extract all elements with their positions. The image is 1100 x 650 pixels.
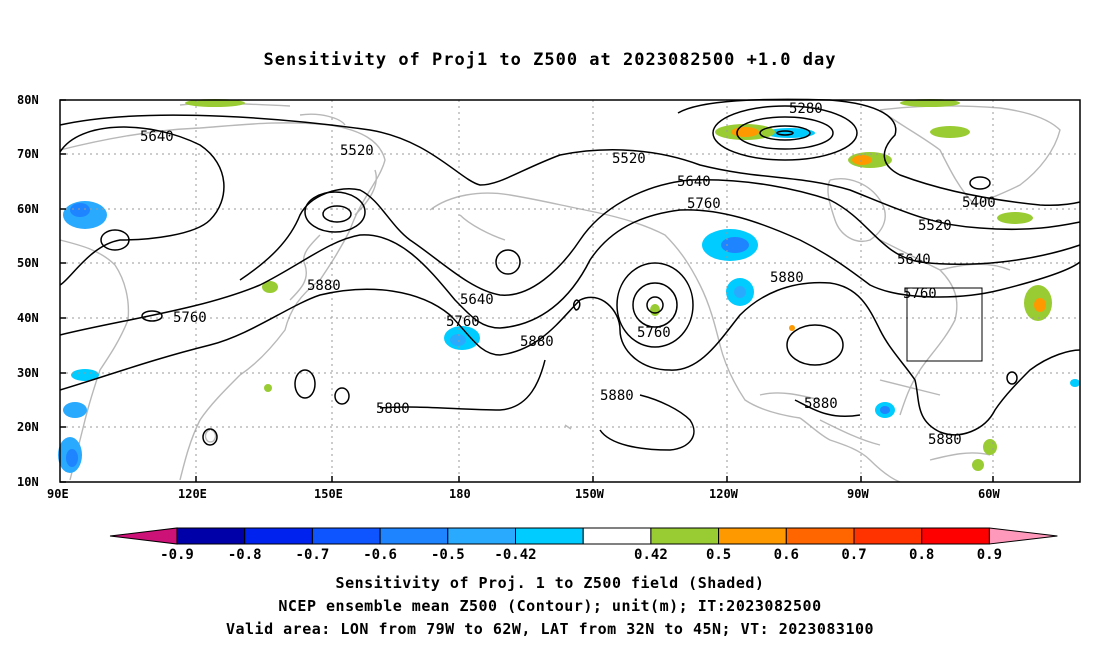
lon-tick-label: 150E	[314, 487, 343, 501]
colorbar-segment	[515, 527, 584, 545]
footer-line-valid-area: Valid area: LON from 79W to 62W, LAT fro…	[225, 620, 875, 638]
contour-label-layer: 5280 5640 5520 5520 5640 5760 5400 5520 …	[140, 101, 996, 448]
lon-tick-label: 60W	[978, 487, 1000, 501]
colorbar-segment	[447, 527, 516, 545]
footer-line-contour: NCEP ensemble mean Z500 (Contour); unit(…	[278, 597, 822, 615]
lat-tick-labels: 80N 70N 60N 50N 40N 30N 20N 10N	[17, 93, 39, 489]
lat-tick-label: 80N	[17, 93, 39, 107]
lon-tick-labels: 90E 120E 150E 180 150W 120W 90W 60W	[47, 487, 1000, 501]
contour-label: 5640	[140, 129, 174, 145]
lon-tick-label: 150W	[575, 487, 605, 501]
colorbar-low-extension	[109, 527, 178, 545]
colorbar-tick-label: -0.6	[363, 547, 397, 563]
colorbar-tick-label: 0.5	[706, 547, 731, 563]
lon-tick-label: 120W	[709, 487, 739, 501]
map-frame	[59, 99, 1081, 483]
colorbar-segment	[311, 527, 381, 545]
sensitivity-shading	[58, 99, 1080, 473]
contour-label: 5520	[612, 151, 646, 167]
colorbar-segment	[650, 527, 720, 545]
colorbar-segment	[176, 527, 246, 545]
colorbar-tick-label: 0.7	[841, 547, 866, 563]
colorbar-tick-label: -0.8	[228, 547, 262, 563]
contour-label: 5760	[687, 196, 721, 212]
lat-tick-label: 10N	[17, 475, 39, 489]
contour-label: 5640	[460, 292, 494, 308]
contour-label: 5880	[804, 396, 838, 412]
colorbar-tick-label: -0.7	[296, 547, 330, 563]
colorbar-tick-label: -0.9	[160, 547, 194, 563]
valid-area-box	[906, 287, 983, 362]
contour-label: 5880	[307, 278, 341, 294]
contour-label: 5520	[918, 218, 952, 234]
z500-contours	[59, 98, 1081, 451]
lon-axis	[195, 476, 994, 482]
colorbar-tick-label: 0.42	[634, 547, 668, 563]
colorbar-segment	[921, 527, 990, 545]
lon-tick-label: 120E	[178, 487, 207, 501]
contour-label: 5760	[637, 325, 671, 341]
contour-label: 5880	[928, 432, 962, 448]
contour-label: 5520	[340, 143, 374, 159]
lat-tick-label: 70N	[17, 147, 39, 161]
lon-tick-label: 90E	[47, 487, 69, 501]
contour-label: 5880	[770, 270, 804, 286]
lat-tick-label: 30N	[17, 366, 39, 380]
contour-label: 5760	[173, 310, 207, 326]
colorbar-tick-label: 0.8	[909, 547, 934, 563]
colorbar-segment	[718, 527, 787, 545]
colorbar-tick-label: 0.6	[774, 547, 799, 563]
map-title: Sensitivity of Proj1 to Z500 at 20230825…	[263, 50, 837, 70]
colorbar-segment	[853, 527, 923, 545]
lon-tick-label: 90W	[847, 487, 869, 501]
lat-tick-label: 40N	[17, 311, 39, 325]
lat-tick-label: 50N	[17, 256, 39, 270]
colorbar-high-extension	[988, 527, 1058, 545]
contour-label: 5760	[903, 286, 937, 302]
contour-label: 5880	[600, 388, 634, 404]
colorbar: -0.9 -0.8 -0.7 -0.6 -0.5 -0.42 0.42 0.5 0.6 0.7 0.…	[109, 527, 1058, 563]
contour-label: 5400	[962, 195, 996, 211]
colorbar-tick-label: -0.5	[431, 547, 465, 563]
contour-label: 5880	[520, 334, 554, 350]
grid-lines	[60, 100, 1080, 482]
lat-tick-label: 60N	[17, 202, 39, 216]
lat-axis	[60, 99, 66, 483]
colorbar-segment	[379, 527, 449, 545]
contour-label: 5640	[677, 174, 711, 190]
colorbar-segment	[582, 527, 652, 545]
colorbar-tick-label: 0.9	[977, 547, 1002, 563]
colorbar-segment	[244, 527, 313, 545]
lon-tick-label: 180	[449, 487, 471, 501]
footer-line-shading: Sensitivity of Proj. 1 to Z500 field (Sh…	[335, 574, 765, 592]
contour-label: 5280	[789, 101, 823, 117]
lat-tick-label: 20N	[17, 420, 39, 434]
colorbar-segment	[785, 527, 855, 545]
contour-label: 5640	[897, 252, 931, 268]
contour-label: 5880	[376, 401, 410, 417]
colorbar-tick-label: -0.42	[494, 547, 536, 563]
contour-label: 5760	[446, 314, 480, 330]
